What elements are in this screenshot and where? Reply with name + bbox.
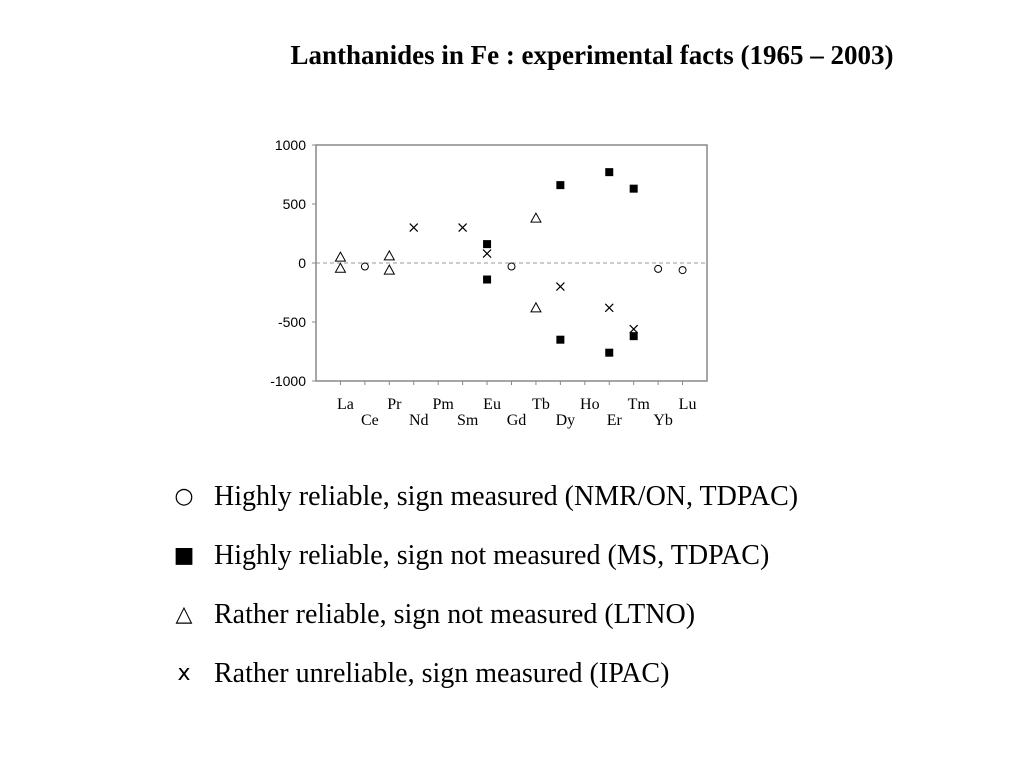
x-category-label: Dy	[556, 412, 576, 429]
triangle-point	[530, 212, 542, 223]
square-point	[629, 332, 638, 341]
cross-point	[629, 324, 639, 334]
y-tick-label: 0	[298, 255, 306, 271]
circle-marker-icon: ○	[174, 484, 194, 509]
triangle-point	[334, 262, 347, 273]
x-category-label: Sm	[457, 412, 479, 429]
y-tick-label: 1000	[275, 137, 306, 153]
x-category-label: Tb	[532, 396, 550, 413]
x-category-label: Gd	[507, 412, 527, 429]
circle-point	[507, 262, 516, 271]
legend-item-cross: x Rather unreliable, sign measured (IPAC…	[170, 659, 970, 689]
legend-item-circle: ○ Highly reliable, sign measured (NMR/ON…	[170, 482, 970, 512]
cross-point	[604, 303, 614, 313]
legend-item-square: ■ Highly reliable, sign not measured (MS…	[170, 541, 970, 571]
square-point	[629, 184, 638, 193]
legend-label: Rather reliable, sign not measured (LTNO…	[214, 599, 696, 630]
legend-label: Highly reliable, sign not measured (MS, …	[214, 540, 770, 571]
cross-point	[458, 223, 468, 233]
circle-point	[678, 266, 687, 275]
square-point	[483, 240, 492, 249]
legend: ○ Highly reliable, sign measured (NMR/ON…	[170, 482, 970, 718]
triangle-marker-icon: △	[175, 602, 193, 627]
cross-point	[409, 223, 419, 233]
legend-label: Highly reliable, sign measured (NMR/ON, …	[214, 481, 799, 512]
y-tick-label: -1000	[270, 373, 306, 389]
x-category-label: Pr	[387, 396, 402, 413]
legend-label: Rather unreliable, sign measured (IPAC)	[214, 658, 670, 689]
x-category-label: Er	[607, 412, 623, 429]
triangle-point	[383, 249, 396, 261]
y-tick-label: -500	[278, 314, 306, 330]
cross-point	[555, 282, 565, 292]
square-point	[605, 168, 614, 177]
square-point	[483, 275, 492, 284]
y-tick-label: 500	[283, 196, 307, 212]
triangle-point	[383, 264, 396, 275]
x-category-label: Lu	[679, 396, 697, 413]
triangle-point	[334, 251, 347, 262]
x-category-label: Eu	[483, 396, 501, 413]
triangle-point	[530, 301, 542, 313]
square-marker-icon: ■	[173, 543, 195, 568]
square-point	[556, 181, 565, 190]
cross-marker-icon: x	[177, 661, 191, 686]
cross-point	[482, 249, 492, 258]
circle-point	[654, 264, 663, 273]
x-category-label: Ho	[580, 396, 600, 413]
square-point	[556, 335, 565, 344]
legend-item-triangle: △ Rather reliable, sign not measured (LT…	[170, 600, 970, 630]
x-category-label: Nd	[409, 412, 429, 429]
x-category-label: Tm	[628, 396, 651, 413]
x-category-label: La	[337, 396, 354, 413]
x-category-label: Pm	[433, 396, 455, 413]
circle-point	[360, 262, 369, 271]
x-category-label: Yb	[653, 412, 673, 429]
page-title: Lanthanides in Fe : experimental facts (…	[290, 40, 894, 70]
x-category-label: Ce	[361, 412, 379, 429]
square-point	[605, 348, 614, 357]
